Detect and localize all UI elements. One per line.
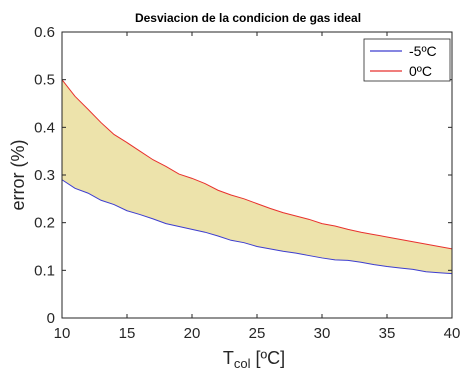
y-axis-label: error (%) — [8, 140, 28, 211]
x-tick-label: 30 — [314, 325, 331, 342]
legend-label-minus5c: -5ºC — [409, 43, 437, 59]
y-axis: 0 0.1 0.2 0.3 0.4 0.5 0.6 — [34, 24, 452, 327]
x-tick-label: 10 — [54, 325, 71, 342]
y-tick-label: 0.2 — [34, 215, 55, 232]
x-tick-label: 20 — [184, 325, 201, 342]
x-axis-label-base: T — [223, 348, 234, 368]
x-axis-label-subscript: col — [234, 356, 251, 371]
x-tick-label: 35 — [379, 325, 396, 342]
legend: -5ºC 0ºC — [363, 38, 451, 82]
x-tick-label: 25 — [249, 325, 266, 342]
y-tick-label: 0 — [47, 310, 55, 327]
chart-title: Desviacion de la condicion de gas ideal — [135, 11, 361, 25]
y-tick-label: 0.4 — [34, 119, 55, 136]
error-band-fill — [62, 79, 452, 274]
series-line-minus5c — [61, 179, 453, 275]
x-tick-label: 40 — [444, 325, 461, 342]
x-axis-label: Tcol [ºC] — [223, 348, 285, 371]
legend-label-0c: 0ºC — [409, 63, 432, 79]
y-tick-label: 0.1 — [34, 262, 55, 279]
y-tick-label: 0.6 — [34, 24, 55, 41]
x-tick-label: 15 — [119, 325, 136, 342]
series-line-0c — [61, 79, 453, 250]
legend-box — [363, 38, 451, 82]
x-axis-label-unit: [ºC] — [251, 348, 286, 368]
y-tick-label: 0.3 — [34, 167, 55, 184]
y-tick-label: 0.5 — [34, 72, 55, 89]
x-axis: 10 15 20 25 30 35 40 — [54, 32, 461, 342]
